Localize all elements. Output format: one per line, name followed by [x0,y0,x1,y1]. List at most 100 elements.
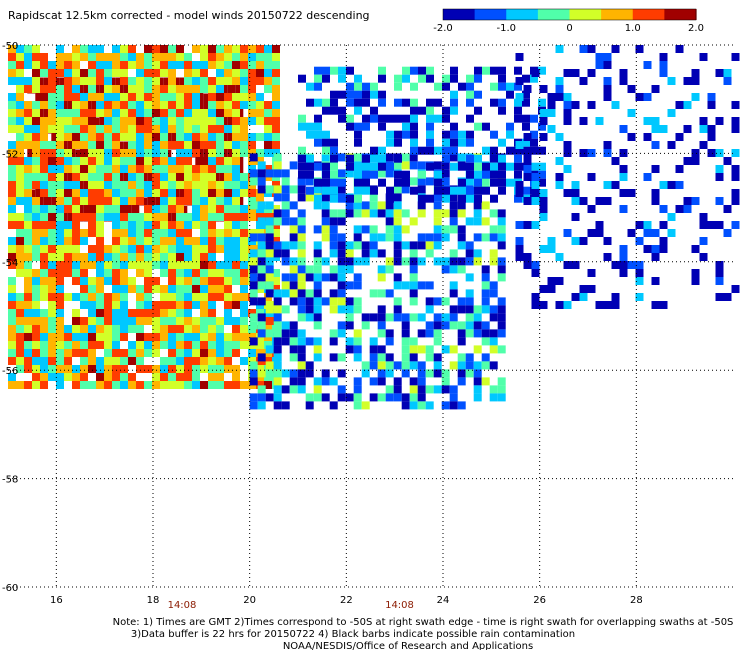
heatmap-cell [152,189,160,197]
heatmap-cell [8,53,16,61]
heatmap-cell [136,173,144,181]
heatmap-cell [56,325,64,333]
heatmap-cell [643,61,652,69]
heatmap-cell [587,229,596,237]
heatmap-cell [265,393,274,402]
heatmap-cell [64,349,72,357]
heatmap-cell [425,385,434,394]
heatmap-cell [240,181,248,189]
heatmap-cell [120,77,128,85]
heatmap-cell [345,281,354,290]
heatmap-cell [192,285,200,293]
heatmap-cell [305,361,314,370]
heatmap-cell [120,365,128,373]
heatmap-cell [200,157,208,165]
heatmap-cell [224,173,232,181]
heatmap-cell [426,74,434,83]
heatmap-cell [48,189,56,197]
heatmap-cell [184,229,192,237]
heatmap-cell [96,293,104,301]
heatmap-cell [249,265,258,274]
heatmap-cell [184,101,192,109]
heatmap-cell [547,125,556,133]
heatmap-cell [24,45,32,53]
heatmap-cell [136,141,144,149]
heatmap-cell [256,197,264,205]
heatmap-cell [232,133,240,141]
heatmap-cell [450,106,458,115]
heatmap-cell [112,165,120,173]
heatmap-cell [289,161,298,170]
heatmap-cell [354,130,362,139]
heatmap-cell [40,157,48,165]
heatmap-cell [48,301,56,309]
heatmap-cell [731,173,740,181]
heatmap-cell [715,165,724,173]
heatmap-cell [248,349,256,357]
heatmap-cell [160,293,168,301]
colorbar-tick-label: 0 [566,23,572,34]
heatmap-cell [473,369,482,378]
heatmap-cell [112,93,120,101]
heatmap-cell [643,221,652,229]
heatmap-cell [249,257,258,266]
heatmap-cell [264,381,272,389]
heatmap-cell [176,101,184,109]
heatmap-cell [48,261,56,269]
heatmap-cell [192,165,200,173]
heatmap-cell [442,106,450,115]
heatmap-cell [522,90,530,99]
heatmap-cell [474,90,482,99]
heatmap-cell [385,153,394,162]
heatmap-cell [627,229,636,237]
heatmap-cell [224,293,232,301]
heatmap-cell [394,74,402,83]
heatmap-cell [208,213,216,221]
heatmap-cell [128,181,136,189]
heatmap-cell [306,130,314,139]
heatmap-cell [474,154,482,163]
heatmap-cell [192,133,200,141]
heatmap-cell [457,361,466,370]
heatmap-cell [675,45,684,53]
heatmap-cell [120,133,128,141]
heatmap-cell [48,293,56,301]
heatmap-cell [64,373,72,381]
heatmap-cell [56,141,64,149]
heatmap-cell [232,45,240,53]
heatmap-cell [691,157,700,165]
heatmap-cell [120,109,128,117]
x-tick-label: 18 [147,595,160,606]
heatmap-cell [224,101,232,109]
heatmap-cell [691,77,700,85]
heatmap-cell [417,185,426,194]
heatmap-cell [56,181,64,189]
heatmap-cell [313,337,322,346]
heatmap-cell [298,162,306,171]
heatmap-cell [361,241,370,250]
heatmap-cell [322,130,330,139]
heatmap-cell [232,261,240,269]
heatmap-cell [377,393,386,402]
heatmap-cell [88,85,96,93]
heatmap-cell [667,77,676,85]
heatmap-cell [434,170,442,179]
heatmap-cell [184,85,192,93]
heatmap-cell [377,201,386,210]
heatmap-cell [707,133,716,141]
heatmap-cell [555,157,564,165]
heatmap-cell [441,169,450,178]
heatmap-cell [457,377,466,386]
heatmap-cell [322,186,330,195]
heatmap-cell [72,133,80,141]
heatmap-cell [354,162,362,171]
heatmap-cell [298,74,306,83]
heatmap-cell [273,329,282,338]
heatmap-cell [240,269,248,277]
heatmap-cell [539,133,548,141]
heatmap-cell [48,69,56,77]
heatmap-cell [306,162,314,171]
heatmap-cell [506,178,514,187]
heatmap-cell [256,133,264,141]
heatmap-cell [32,213,40,221]
